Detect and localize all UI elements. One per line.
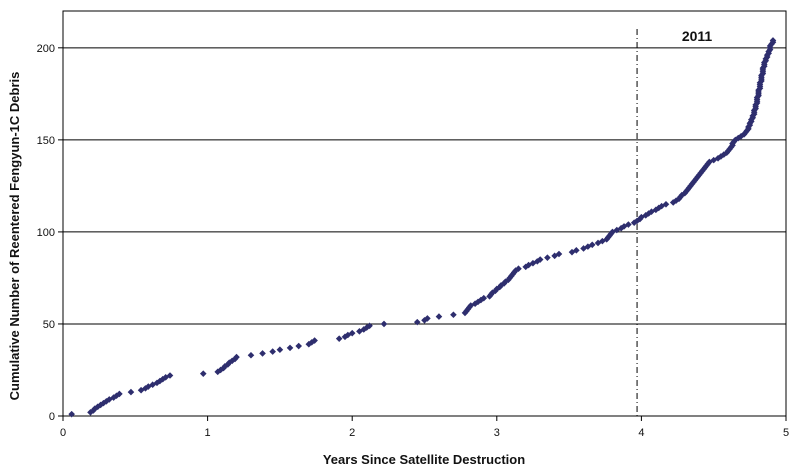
data-point-33 [247, 351, 255, 359]
data-point-42 [335, 335, 343, 342]
data-point-49 [366, 322, 373, 330]
data-point-87 [551, 252, 558, 260]
data-point-16 [145, 383, 152, 390]
x-tick-label-0: 0 [60, 427, 66, 439]
vline-annotation-2011: 2011 [682, 28, 713, 44]
data-point-69 [493, 285, 501, 293]
data-point-22 [166, 372, 174, 379]
x-tick-label-3: 3 [494, 427, 500, 439]
data-point-117 [672, 197, 680, 204]
data-point-37 [286, 344, 294, 352]
data-point-95 [599, 237, 606, 245]
data-point-53 [424, 315, 431, 322]
data-point-20 [159, 375, 167, 383]
data-point-85 [536, 256, 544, 263]
gridlines [63, 47, 786, 325]
plot-frame [62, 10, 787, 417]
data-point-25 [217, 366, 224, 374]
data-point-80 [515, 265, 522, 273]
data-point-204 [769, 37, 777, 44]
data-point-103 [620, 223, 628, 230]
data-point-17 [149, 381, 156, 389]
data-point-86 [544, 254, 551, 261]
x-tick-label-5: 5 [783, 427, 789, 439]
data-point-106 [633, 217, 641, 225]
y-tick-label-200: 200 [37, 43, 55, 55]
data-point-13 [127, 388, 135, 396]
data-point-116 [669, 199, 677, 206]
data-point-112 [652, 206, 660, 214]
data-point-34 [259, 350, 266, 357]
data-point-7 [100, 399, 107, 407]
data-point-52 [421, 316, 428, 324]
data-point-30 [228, 357, 236, 365]
data-point-93 [588, 241, 596, 249]
data-point-35 [269, 348, 276, 355]
data-point-39 [305, 340, 313, 348]
data-point-115 [662, 200, 670, 208]
data-point-55 [450, 311, 457, 319]
data-points [68, 37, 777, 418]
data-point-54 [435, 313, 443, 320]
y-tick-label-150: 150 [37, 135, 55, 147]
data-point-90 [573, 247, 580, 254]
data-point-110 [645, 210, 652, 217]
data-point-6 [97, 401, 104, 409]
y-axis-title: Cumulative Number of Reentered Fengyun-1… [7, 72, 22, 401]
data-point-32 [233, 353, 240, 361]
data-point-23 [199, 370, 207, 377]
data-point-62 [474, 298, 482, 306]
data-point-9 [105, 396, 113, 403]
data-point-88 [555, 250, 563, 258]
data-point-151 [734, 134, 742, 142]
data-point-21 [162, 374, 169, 381]
data-point-14 [137, 386, 145, 394]
data-point-61 [471, 300, 479, 308]
data-point-51 [413, 318, 421, 326]
data-point-18 [153, 379, 161, 387]
y-tick-label-0: 0 [49, 411, 55, 423]
data-point-12 [116, 390, 123, 398]
x-axis-title: Years Since Satellite Destruction [323, 452, 525, 467]
data-point-150 [732, 136, 739, 144]
data-point-29 [225, 359, 233, 366]
data-point-8 [103, 397, 110, 405]
axes: 0 50 100 150 200 0 1 2 3 4 5 [37, 10, 789, 439]
data-point-63 [477, 296, 485, 304]
data-point-102 [617, 224, 625, 232]
data-point-73 [502, 278, 509, 285]
x-tick-label-4: 4 [638, 427, 644, 439]
data-point-36 [276, 346, 284, 354]
data-point-24 [214, 368, 222, 376]
data-point-46 [356, 328, 363, 335]
data-point-104 [625, 221, 632, 228]
y-tick-label-100: 100 [37, 227, 55, 239]
data-point-40 [308, 339, 316, 346]
data-point-101 [613, 226, 621, 234]
data-point-64 [480, 294, 488, 302]
data-point-45 [348, 329, 356, 337]
y-tick-label-50: 50 [43, 319, 55, 331]
data-point-50 [380, 320, 388, 328]
data-point-38 [295, 342, 302, 350]
data-point-1 [68, 410, 75, 418]
data-point-41 [311, 337, 318, 344]
x-tick-label-2: 2 [349, 427, 355, 439]
x-tick-label-1: 1 [205, 427, 211, 439]
data-point-19 [156, 377, 164, 385]
